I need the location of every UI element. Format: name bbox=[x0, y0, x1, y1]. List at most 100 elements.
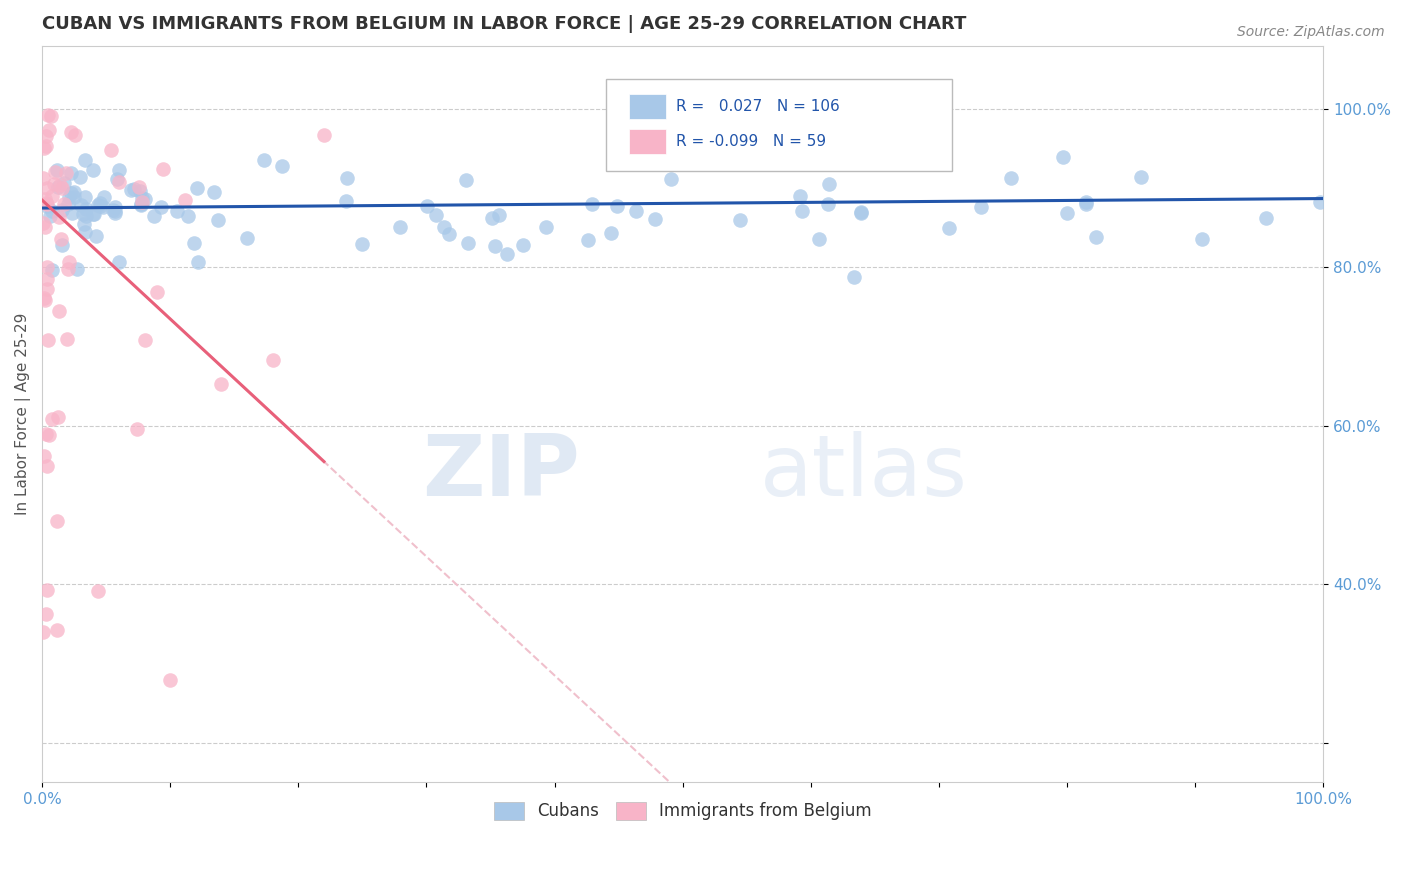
Point bbox=[131, 194, 153, 209]
Point bbox=[127, 422, 149, 436]
Point bbox=[938, 220, 960, 235]
Point bbox=[72, 206, 94, 220]
Point bbox=[49, 232, 72, 246]
Point bbox=[31, 624, 53, 639]
Point bbox=[37, 582, 59, 597]
Point bbox=[1129, 169, 1152, 184]
Point bbox=[82, 163, 104, 178]
Legend: Cubans, Immigrants from Belgium: Cubans, Immigrants from Belgium bbox=[486, 795, 879, 827]
Point bbox=[53, 177, 76, 191]
Point bbox=[496, 246, 519, 260]
Point bbox=[93, 190, 115, 204]
Point bbox=[41, 188, 63, 202]
Point bbox=[55, 166, 77, 180]
Point bbox=[262, 352, 284, 367]
Point bbox=[818, 177, 841, 191]
Point bbox=[336, 171, 359, 186]
Point bbox=[38, 123, 60, 137]
Point bbox=[335, 194, 357, 208]
Point bbox=[433, 220, 456, 235]
Point bbox=[790, 203, 813, 218]
Point bbox=[152, 162, 174, 177]
Point bbox=[66, 261, 89, 276]
Point bbox=[1076, 196, 1098, 211]
Point bbox=[49, 178, 72, 192]
Point bbox=[659, 172, 682, 186]
Point bbox=[53, 197, 76, 211]
Point bbox=[73, 225, 96, 239]
Point bbox=[59, 125, 82, 139]
Point bbox=[46, 410, 69, 425]
Point bbox=[100, 143, 122, 157]
Point bbox=[63, 186, 86, 200]
Point bbox=[425, 208, 447, 222]
Point bbox=[481, 211, 503, 225]
Point bbox=[456, 173, 478, 187]
Point bbox=[1056, 206, 1078, 220]
Point bbox=[145, 285, 167, 299]
Point bbox=[183, 235, 205, 250]
Point bbox=[35, 199, 58, 213]
Point bbox=[512, 237, 534, 252]
Point bbox=[1052, 150, 1074, 164]
Point bbox=[207, 212, 229, 227]
Point bbox=[104, 206, 127, 220]
FancyBboxPatch shape bbox=[628, 95, 666, 120]
Point bbox=[89, 199, 111, 213]
Point bbox=[606, 199, 628, 213]
Point bbox=[35, 607, 58, 621]
Point bbox=[46, 180, 69, 194]
Point bbox=[176, 210, 198, 224]
Point bbox=[35, 272, 58, 286]
Point bbox=[807, 231, 830, 245]
Point bbox=[101, 202, 124, 217]
Point bbox=[108, 162, 131, 177]
Point bbox=[60, 166, 83, 180]
Point bbox=[789, 189, 811, 203]
Point bbox=[38, 209, 60, 223]
Point bbox=[44, 165, 66, 179]
Point bbox=[59, 186, 82, 200]
Point bbox=[41, 412, 63, 426]
Point bbox=[55, 332, 77, 346]
FancyBboxPatch shape bbox=[628, 129, 666, 154]
Point bbox=[34, 220, 56, 235]
Point bbox=[84, 229, 107, 244]
Point bbox=[73, 217, 96, 231]
Point bbox=[35, 458, 58, 473]
Point bbox=[644, 212, 666, 227]
Point bbox=[134, 333, 156, 347]
Point bbox=[488, 208, 510, 222]
Point bbox=[134, 192, 156, 206]
Point bbox=[105, 172, 128, 186]
Point bbox=[42, 177, 65, 191]
Point bbox=[35, 128, 58, 143]
Point bbox=[58, 190, 80, 204]
Point bbox=[187, 255, 209, 269]
Point bbox=[120, 183, 142, 197]
Point bbox=[143, 210, 166, 224]
Point bbox=[86, 583, 108, 598]
Point bbox=[1085, 230, 1108, 244]
Text: R =   0.027   N = 106: R = 0.027 N = 106 bbox=[676, 99, 839, 114]
Point bbox=[849, 204, 872, 219]
Point bbox=[34, 293, 56, 307]
Point bbox=[253, 153, 276, 168]
Point bbox=[104, 200, 127, 214]
Point bbox=[131, 191, 153, 205]
Point bbox=[73, 153, 96, 167]
Point bbox=[576, 233, 599, 247]
Point bbox=[128, 184, 150, 198]
Point bbox=[83, 207, 105, 221]
Point bbox=[389, 219, 412, 234]
Point bbox=[51, 202, 73, 217]
Point bbox=[186, 181, 208, 195]
Point bbox=[89, 196, 111, 211]
Point bbox=[599, 226, 621, 240]
Point bbox=[45, 623, 67, 637]
Point bbox=[32, 170, 55, 185]
Point bbox=[63, 128, 86, 143]
Point bbox=[457, 235, 479, 250]
Point bbox=[270, 159, 292, 173]
Point bbox=[202, 185, 225, 199]
